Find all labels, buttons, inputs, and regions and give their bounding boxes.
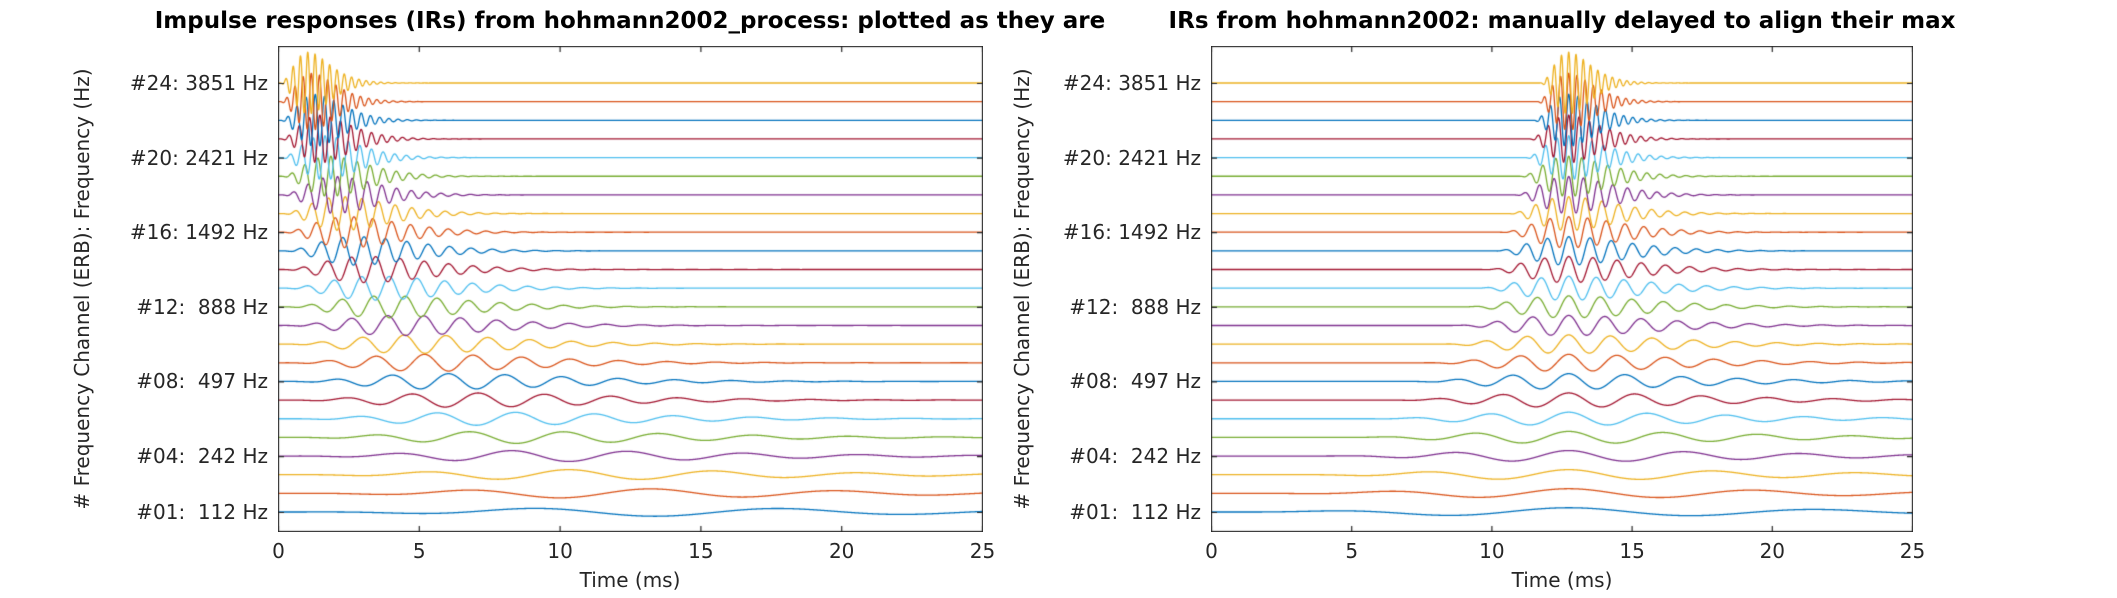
right-x-axis-label: Time (ms) xyxy=(1511,568,1613,592)
y-tick-label: #04: 242 Hz xyxy=(136,444,268,469)
y-tick-label: #16: 1492 Hz xyxy=(129,220,268,245)
y-tick-label: #12: 888 Hz xyxy=(136,294,268,319)
x-tick-label: 15 xyxy=(688,539,714,563)
y-tick-label: #24: 3851 Hz xyxy=(1062,71,1201,95)
x-tick-label: 15 xyxy=(1619,539,1645,563)
y-tick-label: #01: 112 Hz xyxy=(136,500,268,524)
x-tick-label: 0 xyxy=(272,539,285,563)
x-tick-label: 5 xyxy=(412,539,426,563)
y-tick-label: #24: 3851 Hz xyxy=(129,71,268,95)
left-x-axis-label: Time (ms) xyxy=(579,568,681,592)
y-tick-label: #20: 2421 Hz xyxy=(129,145,268,170)
y-tick-label: #20: 2421 Hz xyxy=(1062,145,1201,170)
right-y-axis-label: # Frequency Channel (ERB): Frequency (Hz… xyxy=(1010,68,1034,510)
y-tick-label: #08: 497 Hz xyxy=(1069,369,1201,394)
left-plot-canvas xyxy=(278,46,983,532)
x-tick-label: 10 xyxy=(547,539,573,563)
x-tick-label: 5 xyxy=(1345,539,1359,563)
x-tick-label: 20 xyxy=(1759,539,1786,563)
right-plot-canvas xyxy=(1211,46,1913,532)
y-tick-label: #04: 242 Hz xyxy=(1069,444,1201,469)
left-y-axis-label: # Frequency Channel (ERB): Frequency (Hz… xyxy=(70,68,94,510)
x-tick-label: 0 xyxy=(1205,539,1218,563)
y-tick-label: #16: 1492 Hz xyxy=(1062,220,1201,245)
y-tick-label: #08: 497 Hz xyxy=(136,369,268,394)
x-tick-label: 10 xyxy=(1479,539,1505,563)
x-tick-label: 25 xyxy=(1899,539,1926,563)
x-tick-label: 25 xyxy=(969,539,996,563)
x-tick-label: 20 xyxy=(828,539,855,563)
left-plot-title: Impulse responses (IRs) from hohmann2002… xyxy=(154,8,1106,34)
right-plot-title: IRs from hohmann2002: manually delayed t… xyxy=(1168,8,1956,34)
y-tick-label: #12: 888 Hz xyxy=(1069,294,1201,319)
y-tick-label: #01: 112 Hz xyxy=(1069,500,1201,524)
